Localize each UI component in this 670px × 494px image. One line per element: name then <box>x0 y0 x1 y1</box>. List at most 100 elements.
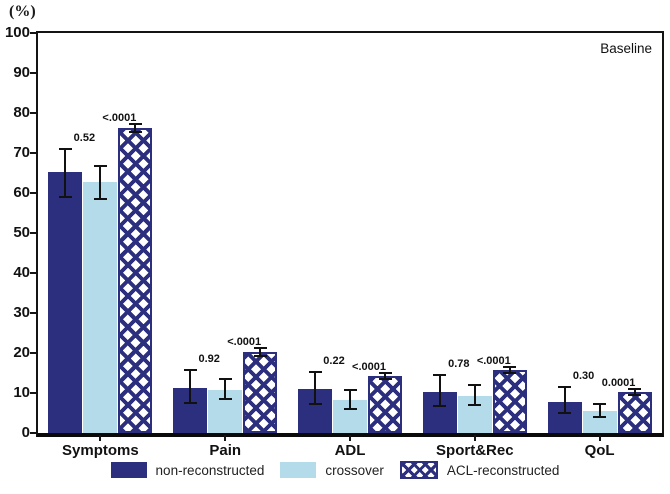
y-tick-mark <box>30 32 36 34</box>
error-bar-line <box>314 371 316 405</box>
error-bar-line <box>438 375 441 406</box>
y-tick-mark <box>30 352 36 354</box>
y-tick-label: 0 <box>21 424 30 441</box>
y-tick-mark <box>30 72 36 74</box>
legend-swatch-navy <box>110 462 147 478</box>
category-label: QoL <box>584 442 615 459</box>
y-tick-label: 100 <box>4 24 30 41</box>
error-bar-line <box>224 379 227 399</box>
error-bar-line <box>473 385 476 405</box>
error-bar-line <box>189 370 192 403</box>
p-value-label: <.0001 <box>352 361 386 373</box>
error-bar-cap <box>93 198 107 200</box>
error-bar-cap <box>58 196 72 198</box>
legend-swatch-crosshatch <box>399 461 438 479</box>
y-axis-unit-label: (%) <box>9 3 36 20</box>
error-bar-cap <box>308 370 322 373</box>
p-value-label: 0.92 <box>198 353 220 366</box>
bar-crosshatch <box>368 376 402 433</box>
legend-swatch-lightblue <box>280 462 317 478</box>
category-label: Pain <box>209 442 242 459</box>
baseline-annotation: Baseline <box>600 41 652 56</box>
error-bar-line <box>134 123 137 133</box>
error-bar-cap <box>253 354 267 357</box>
error-bar-cap <box>468 404 482 406</box>
category-label: Sport&Rec <box>436 442 514 459</box>
bar-crosshatch <box>118 127 153 433</box>
y-tick-label: 50 <box>13 224 30 241</box>
error-bar-cap <box>183 402 197 404</box>
error-bar-cap <box>128 131 142 134</box>
p-value-label: 0.22 <box>323 354 345 367</box>
bar-lightblue <box>582 410 617 433</box>
error-bar-cap <box>58 148 72 150</box>
y-tick-mark <box>30 312 36 314</box>
p-value-label: 0.78 <box>448 358 470 370</box>
error-bar-line <box>563 387 566 413</box>
error-bar-line <box>508 367 511 374</box>
error-bar-line <box>633 389 636 395</box>
error-bar-cap <box>558 412 572 414</box>
error-bar-cap <box>218 398 232 400</box>
y-tick-label: 40 <box>13 264 30 281</box>
error-bar-cap <box>378 378 392 381</box>
category-label: ADL <box>334 442 366 459</box>
category-label: Symptoms <box>62 442 139 459</box>
y-tick-mark <box>30 432 36 434</box>
y-tick-label: 60 <box>13 184 30 201</box>
error-bar-line <box>64 149 67 197</box>
legend-label: crossover <box>325 462 384 478</box>
error-bar-cap <box>503 372 517 375</box>
legend-item: ACL-reconstructed <box>399 461 560 479</box>
p-value-label: <.0001 <box>102 111 137 124</box>
legend: non-reconstructed crossover ACL-reconstruc… <box>0 461 670 479</box>
legend-label: ACL-reconstructed <box>446 462 560 478</box>
error-bar-cap <box>343 408 357 410</box>
x-tick-mark <box>349 435 351 441</box>
p-value-label: 0.30 <box>572 370 595 382</box>
x-tick-mark <box>224 435 227 441</box>
p-value-label: 0.52 <box>73 132 96 144</box>
error-bar-line <box>349 389 351 409</box>
p-value-label: 0.0001 <box>601 377 636 389</box>
error-bar-line <box>99 165 102 199</box>
error-bar-cap <box>628 394 642 396</box>
p-value-label: <.0001 <box>227 336 262 349</box>
legend-item: crossover <box>280 462 384 478</box>
legend-label: non-reconstructed <box>155 462 265 478</box>
error-bar-cap <box>128 122 142 125</box>
error-bar-line <box>259 348 262 356</box>
y-tick-mark <box>30 152 36 154</box>
y-tick-mark <box>30 272 36 274</box>
y-tick-label: 70 <box>13 144 30 161</box>
y-tick-label: 90 <box>13 64 30 81</box>
y-tick-label: 20 <box>13 344 30 361</box>
error-bar-cap <box>343 388 357 391</box>
error-bar-cap <box>558 386 572 388</box>
error-bar-cap <box>503 366 517 369</box>
error-bar-cap <box>593 416 607 419</box>
error-bar-cap <box>183 369 197 372</box>
legend-item: non-reconstructed <box>110 462 265 478</box>
error-bar-cap <box>593 403 607 406</box>
error-bar-cap <box>253 347 267 350</box>
error-bar-cap <box>433 374 447 376</box>
error-bar-line <box>598 404 601 418</box>
y-tick-label: 80 <box>13 104 30 121</box>
bar-crosshatch <box>492 369 527 433</box>
y-tick-label: 10 <box>13 384 30 401</box>
bar-lightblue <box>83 181 118 433</box>
plot-area: Baseline 0.52 <.0001 0.92 <.0001 0.22 <.0001 0… <box>36 31 664 437</box>
x-tick-mark <box>473 435 476 441</box>
y-tick-label: 30 <box>13 304 30 321</box>
p-value-label: <.0001 <box>476 355 511 368</box>
y-tick-mark <box>30 392 36 394</box>
x-tick-mark <box>99 435 102 441</box>
error-bar-cap <box>93 164 107 167</box>
error-bar-line <box>384 373 386 380</box>
y-tick-mark <box>30 112 36 114</box>
error-bar-cap <box>628 388 642 390</box>
x-tick-mark <box>598 435 601 441</box>
bar-crosshatch <box>617 392 652 433</box>
bar-navy <box>48 171 83 433</box>
